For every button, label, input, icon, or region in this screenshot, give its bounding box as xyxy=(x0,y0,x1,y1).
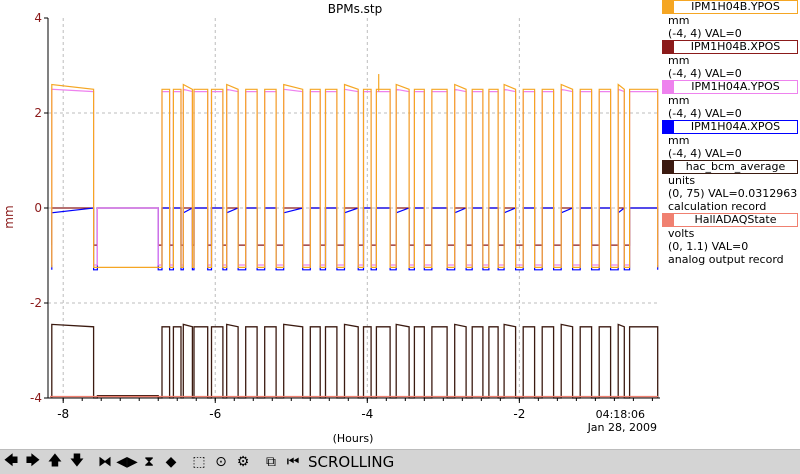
arrow-up-icon: 🡅 xyxy=(47,453,63,469)
y-tick-label: 4 xyxy=(34,11,42,25)
y-tick-label: 2 xyxy=(34,106,42,120)
series-line-ipm1h04a-xpos xyxy=(51,206,659,271)
legend-detail: (-4, 4) VAL=0 xyxy=(668,27,742,40)
y-tick-label: 0 xyxy=(34,201,42,215)
legend-detail: units xyxy=(668,174,696,187)
config-icon: ⚙ xyxy=(236,454,250,470)
toolbar: 🡄 🡆 🡅 🡇 ⧓ ◀▶ ⧗ ◆ ⬚ ⊙ ⚙ ⧉ ⏮ SCROLLING xyxy=(0,449,800,474)
series-line-ipm1h04b-xpos xyxy=(51,207,659,246)
y-tick-label: -2 xyxy=(30,296,42,310)
config-button[interactable]: ⚙ xyxy=(232,451,254,473)
zoom-out-x-icon: ◀▶ xyxy=(116,454,138,470)
legend-detail: mm xyxy=(668,94,690,107)
autoscale-button[interactable]: ⊙ xyxy=(210,451,232,473)
legend-name[interactable]: IPM1H04A.XPOS xyxy=(662,120,798,134)
arrow-left-icon: 🡄 xyxy=(3,453,19,469)
legend: IPM1H04B.YPOS mm (-4, 4) VAL=0 IPM1H04B.XPO… xyxy=(661,0,800,445)
autoscale-icon: ⊙ xyxy=(215,454,227,470)
legend-entry[interactable]: hac_bcm_average units (0, 75) VAL=0.031296… xyxy=(661,160,800,213)
date-label: Jan 28, 2009 xyxy=(587,421,657,434)
legend-name[interactable]: HallADAQState xyxy=(662,213,798,227)
legend-detail: mm xyxy=(668,54,690,67)
zoom-out-y-icon: ◆ xyxy=(165,454,177,470)
chart-title: BPMs.stp xyxy=(328,2,382,16)
scroll-up-button[interactable]: 🡅 xyxy=(44,451,66,473)
legend-entry[interactable]: IPM1H04B.YPOS mm (-4, 4) VAL=0 xyxy=(661,0,800,40)
scrolling-status: SCROLLING xyxy=(308,453,395,471)
legend-name[interactable]: IPM1H04B.YPOS xyxy=(662,0,798,14)
scroll-mode-button[interactable]: ⧉ xyxy=(260,451,282,473)
legend-entry[interactable]: HallADAQState volts (0, 1.1) VAL=0 analog o… xyxy=(661,213,800,266)
x-tick-label: -2 xyxy=(513,407,525,421)
y-axis-label: mm xyxy=(2,205,16,228)
series-line-ipm1h04a-ypos xyxy=(51,88,659,266)
zoom-in-y-button[interactable]: ⧗ xyxy=(138,451,160,473)
zoom-out-x-button[interactable]: ◀▶ xyxy=(116,451,138,473)
x-tick-label: -8 xyxy=(57,407,69,421)
legend-name[interactable]: IPM1H04B.XPOS xyxy=(662,40,798,54)
series-line-hac-bcm-average xyxy=(51,323,659,399)
zoom-in-y-icon: ⧗ xyxy=(144,454,154,470)
y-tick-label: -4 xyxy=(30,391,42,405)
legend-detail: mm xyxy=(668,134,690,147)
legend-detail: (-4, 4) VAL=0 xyxy=(668,67,742,80)
legend-entry[interactable]: IPM1H04A.YPOS mm (-4, 4) VAL=0 xyxy=(661,80,800,120)
scroll-right-button[interactable]: 🡆 xyxy=(22,451,44,473)
legend-detail: analog output record xyxy=(668,253,784,266)
x-axis-label: (Hours) xyxy=(333,432,374,445)
zoom-box-button[interactable]: ⬚ xyxy=(188,451,210,473)
scroll-down-button[interactable]: 🡇 xyxy=(66,451,88,473)
legend-name[interactable]: IPM1H04A.YPOS xyxy=(662,80,798,94)
x-tick-label: -4 xyxy=(361,407,373,421)
arrow-down-icon: 🡇 xyxy=(69,453,85,469)
legend-detail: mm xyxy=(668,14,690,27)
legend-entry[interactable]: IPM1H04B.XPOS mm (-4, 4) VAL=0 xyxy=(661,40,800,80)
zoom-in-x-button[interactable]: ⧓ xyxy=(94,451,116,473)
strip-chart[interactable]: BPMs.stp 4 2 0 -2 -4 -8 -6 -4 -2 mm 04:18:06 Ja… xyxy=(0,0,661,449)
legend-detail: volts xyxy=(668,227,695,240)
time-label: 04:18:06 xyxy=(596,408,645,421)
series-line-ipm1h04b-ypos xyxy=(51,83,659,268)
zoom-in-x-icon: ⧓ xyxy=(98,454,112,470)
x-tick-label: -6 xyxy=(209,407,221,421)
legend-detail: (-4, 4) VAL=0 xyxy=(668,107,742,120)
back-button[interactable]: ⏮ xyxy=(282,451,304,473)
scroll-left-button[interactable]: 🡄 xyxy=(0,451,22,473)
legend-detail: (0, 1.1) VAL=0 xyxy=(668,240,749,253)
legend-entry[interactable]: IPM1H04A.XPOS mm (-4, 4) VAL=0 xyxy=(661,120,800,160)
zoom-out-y-button[interactable]: ◆ xyxy=(160,451,182,473)
legend-detail: (-4, 4) VAL=0 xyxy=(668,147,742,160)
zoom-box-icon: ⬚ xyxy=(192,454,206,470)
scroll-mode-icon: ⧉ xyxy=(266,454,276,470)
x-tick-labels: -8 -6 -4 -2 xyxy=(57,407,525,421)
traces xyxy=(50,74,659,399)
arrow-right-icon: 🡆 xyxy=(25,453,41,469)
legend-detail: (0, 75) VAL=0.0312963 xyxy=(668,187,798,200)
back-icon: ⏮ xyxy=(286,454,300,470)
axes xyxy=(44,17,660,403)
legend-detail: calculation record xyxy=(668,200,767,213)
legend-name[interactable]: hac_bcm_average xyxy=(662,160,798,174)
y-tick-labels: 4 2 0 -2 -4 xyxy=(30,11,42,405)
